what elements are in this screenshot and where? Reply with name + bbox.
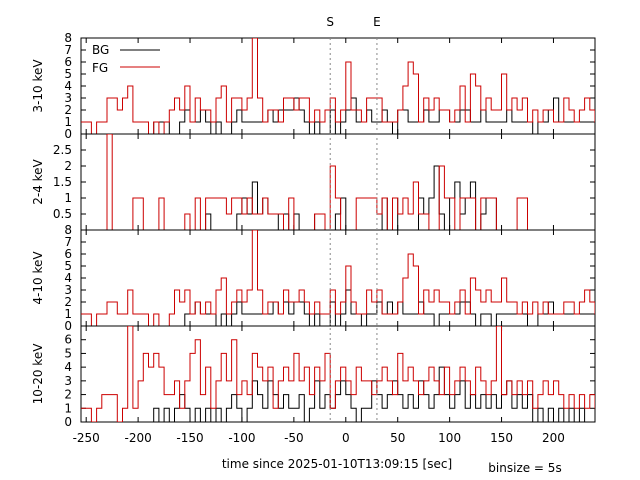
y-tick-label: 1 (64, 307, 72, 321)
y-axis-title: 3-10 keV (31, 59, 45, 113)
y-tick-label: 0.5 (53, 207, 72, 221)
y-axis-title: 2-4 keV (31, 158, 45, 204)
y-tick-label: 3 (64, 91, 72, 105)
x-tick-label: -100 (228, 431, 255, 445)
y-tick-label: 0 (64, 319, 72, 333)
binsize-note: binsize = 5s (488, 461, 561, 475)
x-tick-label: -50 (284, 431, 304, 445)
x-axis-title: time since 2025-01-10T13:09:15 [sec] (222, 457, 452, 471)
legend: BG FG (92, 43, 160, 75)
y-tick-label: 1 (64, 191, 72, 205)
marker-label-e: E (373, 15, 381, 29)
x-tick-label: -150 (176, 431, 203, 445)
panel-frame (80, 229, 596, 327)
y-tick-label: 2 (64, 388, 72, 402)
y-tick-label: 2 (64, 103, 72, 117)
series-bg (81, 97, 595, 134)
x-tick-label: 150 (490, 431, 513, 445)
series-fg (81, 134, 595, 230)
series-fg (81, 230, 595, 326)
y-tick-label: 0 (64, 127, 72, 141)
x-tick-label: 200 (542, 431, 565, 445)
y-tick-label: 3 (64, 283, 72, 297)
x-tick-label: 50 (390, 431, 405, 445)
x-axis: -250 -200 -150 -100 -50 0 50 100 150 200 (73, 431, 565, 445)
panel-frame (80, 37, 596, 135)
y-tick-label: 6 (64, 247, 72, 261)
y-axis-title: 4-10 keV (31, 251, 45, 305)
panel-frame (80, 133, 596, 231)
y-tick-label: 7 (64, 235, 72, 249)
x-tick-label: 100 (438, 431, 461, 445)
y-tick-label: 8 (64, 31, 72, 45)
y-tick-label: 7 (64, 43, 72, 57)
marker-label-s: S (326, 15, 334, 29)
y-tick-label: 5 (64, 346, 72, 360)
y-tick-label: 2 (64, 159, 72, 173)
y-tick-label: 1 (64, 401, 72, 415)
y-tick-label: 2.5 (53, 143, 72, 157)
series-fg (81, 38, 595, 134)
y-tick-label: 6 (64, 333, 72, 347)
y-tick-label: 4 (64, 360, 72, 374)
series-bg (81, 289, 595, 326)
x-tick-label: 0 (342, 431, 350, 445)
y-tick-label: 1 (64, 115, 72, 129)
y-tick-label: 0 (64, 415, 72, 429)
y-tick-label: 3 (64, 374, 72, 388)
legend-label-bg: BG (92, 43, 109, 57)
y-tick-label: 8 (64, 223, 72, 237)
y-tick-label: 5 (64, 67, 72, 81)
y-tick-label: 1.5 (53, 175, 72, 189)
y-axis-title: 10-20 keV (31, 343, 45, 405)
series-fg (81, 326, 595, 422)
y-tick-label: 6 (64, 55, 72, 69)
panel-2: 0.5 1 1.5 2 2.5 2-4 keV (31, 133, 596, 231)
y-tick-label: 4 (64, 271, 72, 285)
y-tick-label: 2 (64, 295, 72, 309)
y-tick-label: 4 (64, 79, 72, 93)
y-tick-label: 5 (64, 259, 72, 273)
x-tick-label: -200 (124, 431, 151, 445)
series-bg (81, 366, 595, 422)
legend-label-fg: FG (92, 61, 108, 75)
x-tick-label: -250 (73, 431, 100, 445)
panel-frame (80, 325, 596, 423)
